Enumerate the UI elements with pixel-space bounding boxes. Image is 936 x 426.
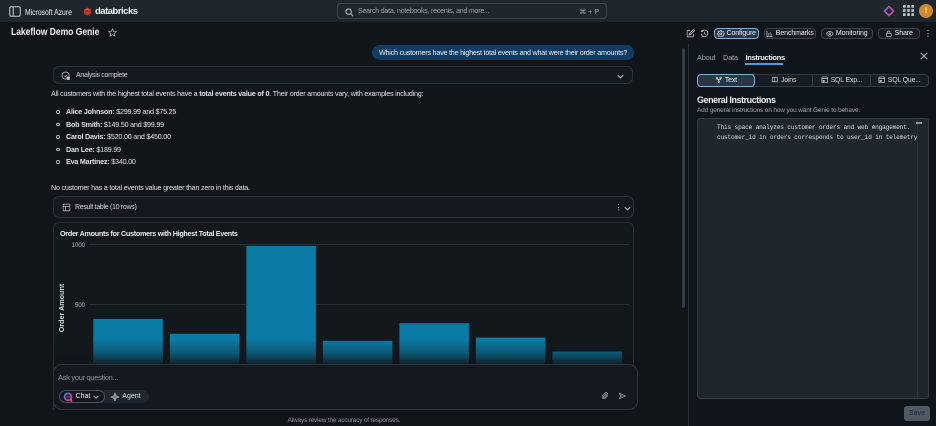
svg-text:Order Amount: Order Amount (57, 283, 66, 332)
svg-text:1000: 1000 (72, 243, 86, 249)
svg-text:500: 500 (75, 303, 86, 309)
